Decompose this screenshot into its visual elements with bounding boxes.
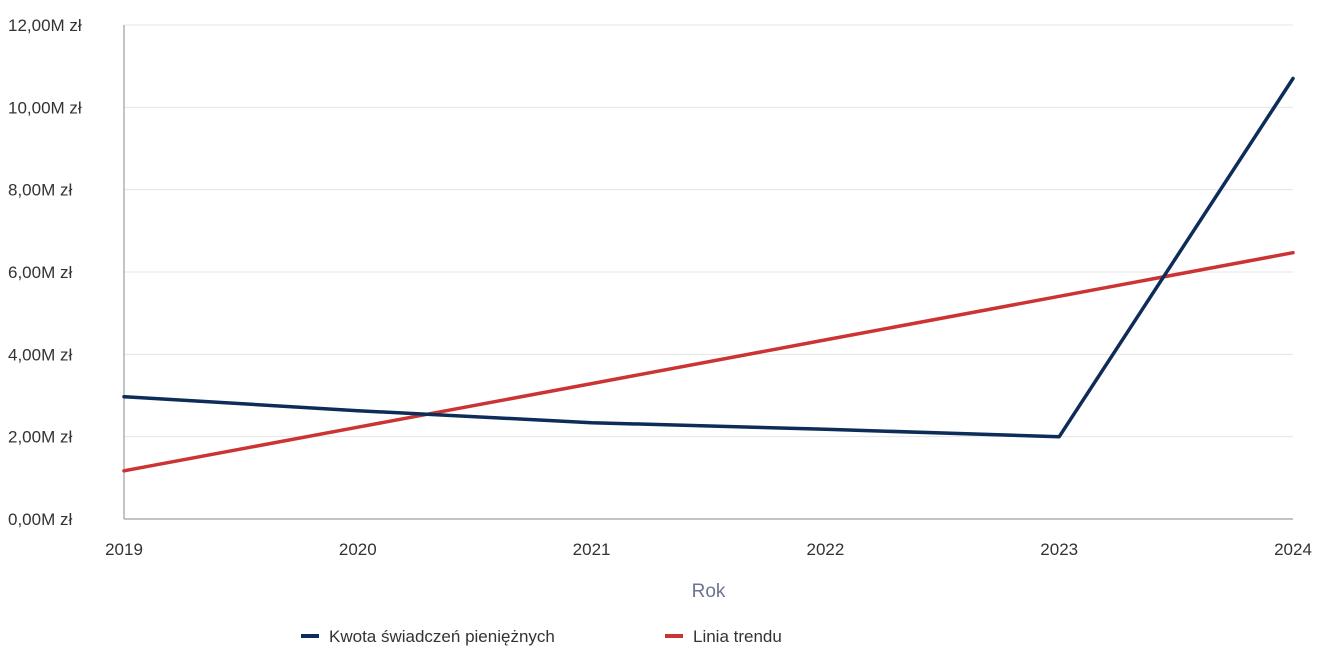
y-tick-label: 8,00M zł [8, 181, 72, 200]
y-tick-label: 6,00M zł [8, 263, 72, 282]
y-tick-label: 0,00M zł [8, 510, 72, 529]
legend-label: Kwota świadczeń pieniężnych [329, 627, 555, 646]
x-tick-label: 2024 [1274, 540, 1312, 559]
x-tick-label: 2023 [1040, 540, 1078, 559]
y-tick-label: 4,00M zł [8, 345, 72, 364]
y-axis-labels: 0,00M zł 2,00M zł 4,00M zł 6,00M zł 8,00M zł… [8, 16, 82, 529]
grid-lines [124, 24, 1293, 438]
y-tick-label: 2,00M zł [8, 428, 72, 447]
series-line [122, 76, 1295, 439]
x-tick-label: 2020 [339, 540, 377, 559]
series-line [122, 250, 1295, 473]
legend-label: Linia trendu [693, 627, 782, 646]
x-tick-label: 2019 [105, 540, 143, 559]
legend: Kwota świadczeń pieniężnych Linia trendu [301, 627, 782, 646]
x-tick-label: 2021 [573, 540, 611, 559]
x-axis-title: Rok [692, 581, 726, 602]
x-axis-labels: 2019 2020 2021 2022 2023 2024 [105, 540, 1312, 559]
y-tick-label: 10,00M zł [8, 98, 82, 117]
y-tick-label: 12,00M zł [8, 16, 82, 35]
series-layer [122, 76, 1295, 473]
x-tick-label: 2022 [806, 540, 844, 559]
